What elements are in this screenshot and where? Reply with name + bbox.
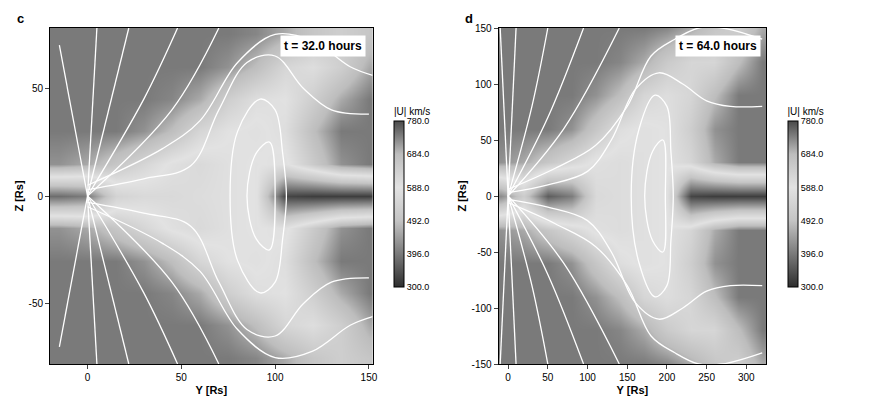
svg-text:588.0: 588.0 <box>801 183 824 193</box>
svg-text:780.0: 780.0 <box>801 116 824 126</box>
svg-text:50: 50 <box>176 372 188 383</box>
svg-text:396.0: 396.0 <box>801 249 824 259</box>
svg-text:150: 150 <box>619 372 636 383</box>
svg-text:c: c <box>17 11 24 26</box>
svg-text:100: 100 <box>579 372 596 383</box>
svg-text:50: 50 <box>480 135 492 146</box>
svg-text:0: 0 <box>85 372 91 383</box>
svg-text:-100: -100 <box>472 303 492 314</box>
svg-text:0: 0 <box>486 191 492 202</box>
svg-text:492.0: 492.0 <box>801 216 824 226</box>
svg-text:Z [Rs]: Z [Rs] <box>13 180 25 212</box>
svg-text:300.0: 300.0 <box>801 282 824 292</box>
svg-text:Y [Rs]: Y [Rs] <box>196 384 228 396</box>
svg-text:200: 200 <box>659 372 676 383</box>
svg-text:150: 150 <box>361 372 378 383</box>
svg-text:684.0: 684.0 <box>407 149 430 159</box>
svg-text:-50: -50 <box>477 247 492 258</box>
svg-text:-50: -50 <box>29 298 44 309</box>
svg-text:50: 50 <box>32 83 44 94</box>
svg-text:|U| km/s: |U| km/s <box>787 106 823 117</box>
svg-text:250: 250 <box>698 372 715 383</box>
svg-text:-150: -150 <box>472 359 492 370</box>
svg-text:0: 0 <box>505 372 511 383</box>
svg-text:100: 100 <box>475 79 492 90</box>
svg-text:300.0: 300.0 <box>407 282 430 292</box>
svg-text:100: 100 <box>267 372 284 383</box>
svg-text:t = 32.0 hours: t = 32.0 hours <box>284 39 362 53</box>
svg-text:588.0: 588.0 <box>407 183 430 193</box>
svg-text:684.0: 684.0 <box>801 149 824 159</box>
svg-text:Y [Rs]: Y [Rs] <box>617 384 649 396</box>
svg-text:150: 150 <box>475 23 492 34</box>
svg-text:Z [Rs]: Z [Rs] <box>456 180 468 212</box>
svg-text:780.0: 780.0 <box>407 116 430 126</box>
svg-text:t = 64.0 hours: t = 64.0 hours <box>679 39 757 53</box>
svg-text:0: 0 <box>37 191 43 202</box>
svg-text:492.0: 492.0 <box>407 216 430 226</box>
svg-text:396.0: 396.0 <box>407 249 430 259</box>
svg-text:300: 300 <box>738 372 755 383</box>
svg-text:|U| km/s: |U| km/s <box>394 106 430 117</box>
svg-text:50: 50 <box>542 372 554 383</box>
svg-text:d: d <box>465 11 473 26</box>
